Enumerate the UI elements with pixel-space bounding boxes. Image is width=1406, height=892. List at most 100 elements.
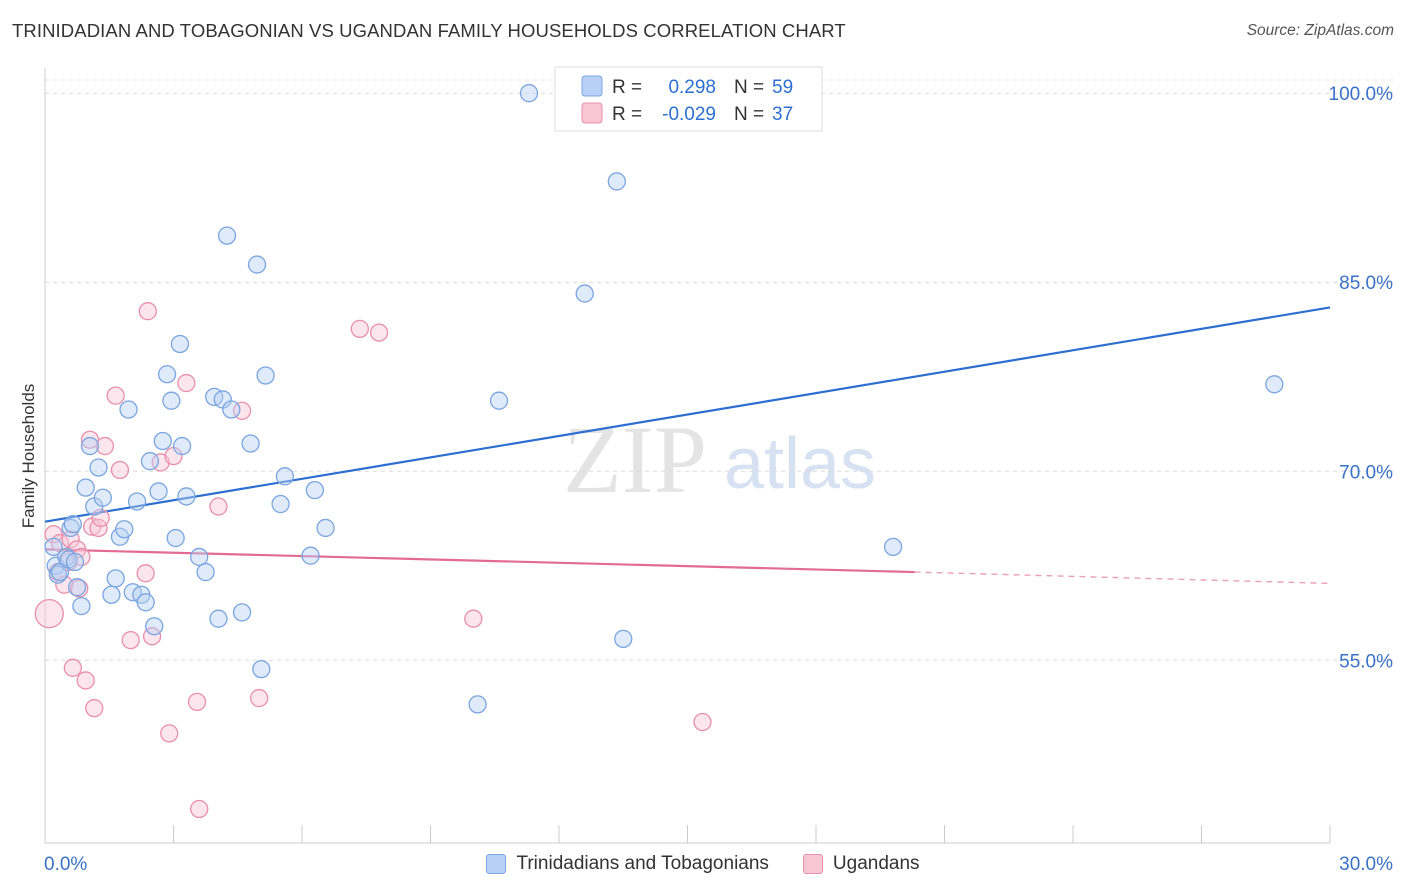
point-trinidadians bbox=[316, 518, 335, 538]
point-trinidadians bbox=[67, 578, 87, 597]
axes bbox=[44, 68, 1331, 844]
point-trinidadians bbox=[65, 552, 85, 572]
y-tick-label: 55.0% bbox=[1339, 651, 1393, 672]
point-trinidadians bbox=[196, 562, 215, 582]
point-trinidadians bbox=[93, 488, 112, 507]
point-trinidadians bbox=[63, 515, 82, 534]
point-trinidadians bbox=[136, 593, 155, 612]
point-trinidadians bbox=[190, 547, 209, 567]
watermark-zip: ZIP bbox=[563, 406, 707, 513]
point-trinidadians bbox=[140, 452, 160, 471]
point-ugandans bbox=[369, 323, 389, 342]
stats-r-label-1: R = bbox=[612, 77, 642, 98]
stats-r-label-2: R = bbox=[612, 104, 642, 125]
point-trinidadians bbox=[883, 537, 903, 557]
point-trinidadians bbox=[1265, 375, 1284, 394]
point-trinidadians bbox=[119, 400, 138, 419]
point-ugandans bbox=[693, 712, 712, 732]
stats-n-label-2: N = bbox=[734, 104, 764, 125]
point-ugandans bbox=[464, 609, 483, 628]
point-trinidadians bbox=[50, 562, 70, 582]
point-ugandans bbox=[160, 724, 179, 743]
legend-swatch-blue bbox=[486, 854, 507, 874]
point-ugandans bbox=[350, 319, 369, 339]
point-trinidadians bbox=[232, 603, 252, 622]
point-trinidadians bbox=[305, 481, 325, 500]
point-trinidadians bbox=[153, 431, 172, 451]
point-trinidadians bbox=[256, 366, 275, 385]
trend-lines bbox=[44, 306, 1331, 585]
point-ugandans bbox=[187, 692, 207, 712]
point-trinidadians bbox=[162, 391, 181, 410]
stats-n-value-1: 59 bbox=[772, 77, 793, 98]
y-axis-label: Family Households bbox=[19, 384, 38, 529]
point-trinidadians bbox=[106, 569, 125, 588]
point-trinidadians bbox=[48, 565, 67, 584]
legend-swatch-pink bbox=[802, 854, 823, 874]
point-trinidadians bbox=[102, 585, 121, 604]
point-trinidadians bbox=[519, 84, 539, 103]
y-tick-label: 70.0% bbox=[1339, 462, 1393, 483]
chart-title: TRINIDADIAN AND TOBAGONIAN VS UGANDAN FA… bbox=[12, 20, 846, 41]
point-trinidadians bbox=[149, 482, 168, 501]
point-ugandans bbox=[95, 436, 115, 456]
point-trinidadians bbox=[145, 617, 164, 636]
stats-r-value-2: -0.029 bbox=[662, 104, 716, 125]
trend-line-ugandans bbox=[44, 548, 915, 574]
point-trinidadians bbox=[489, 391, 509, 410]
tick-labels: 55.0% 70.0% 85.0% 100.0% 0.0% 30.0% bbox=[44, 84, 1393, 875]
point-trinidadians bbox=[89, 458, 108, 477]
point-trinidadians bbox=[217, 226, 237, 245]
trend-line-trinidadians bbox=[44, 306, 1331, 523]
point-trinidadians bbox=[275, 467, 295, 486]
gridlines bbox=[45, 79, 1395, 661]
point-trinidadians bbox=[575, 284, 594, 303]
point-trinidadians bbox=[468, 695, 487, 714]
point-ugandans bbox=[138, 302, 157, 321]
x-tick-label: 0.0% bbox=[44, 854, 87, 875]
point-trinidadians bbox=[44, 537, 63, 557]
point-trinidadians bbox=[127, 492, 147, 511]
stats-legend: R = 0.298 N = 59 R = -0.029 N = 37 bbox=[554, 66, 823, 132]
point-ugandans bbox=[85, 699, 104, 718]
trend-line-ugandans-extrapolated bbox=[914, 571, 1331, 585]
legend-label-trinidadians: Trinidadians and Tobagonians bbox=[516, 853, 769, 874]
legend-label-ugandans: Ugandans bbox=[832, 853, 920, 874]
point-trinidadians bbox=[80, 436, 100, 456]
chart-legend: Trinidadians and Tobagonians Ugandans bbox=[0, 850, 1406, 878]
point-ugandans bbox=[136, 564, 155, 583]
point-ugandans bbox=[63, 658, 82, 677]
point-trinidadians bbox=[115, 520, 134, 539]
point-trinidadians bbox=[72, 596, 91, 616]
y-tick-label: 85.0% bbox=[1339, 273, 1393, 294]
point-ugandans bbox=[209, 497, 228, 516]
point-trinidadians bbox=[241, 434, 260, 453]
watermark: ZIP atlas bbox=[563, 406, 876, 513]
x-tick-label: 30.0% bbox=[1339, 854, 1393, 875]
point-trinidadians bbox=[222, 400, 241, 419]
stats-swatch-pink bbox=[581, 102, 603, 124]
point-trinidadians bbox=[252, 659, 271, 679]
watermark-atlas: atlas bbox=[724, 424, 876, 504]
point-ugandans bbox=[177, 373, 196, 393]
y-tick-label: 100.0% bbox=[1329, 84, 1394, 105]
point-ugandans bbox=[110, 460, 130, 480]
point-trinidadians bbox=[614, 629, 633, 649]
point-ugandans bbox=[76, 671, 95, 690]
legend-item-ugandans: Ugandans bbox=[802, 853, 920, 875]
point-ugandans bbox=[106, 386, 125, 405]
source-label: Source: ZipAtlas.com bbox=[1246, 22, 1394, 39]
stats-n-value-2: 37 bbox=[772, 104, 793, 125]
stats-swatch-blue bbox=[581, 75, 603, 97]
point-trinidadians bbox=[247, 255, 267, 274]
stats-r-value-1: 0.298 bbox=[668, 77, 716, 98]
point-ugandans bbox=[121, 630, 140, 650]
point-trinidadians bbox=[57, 547, 76, 567]
point-trinidadians bbox=[157, 365, 177, 384]
point-trinidadians bbox=[607, 172, 626, 191]
point-trinidadians bbox=[170, 334, 190, 354]
point-ugandans bbox=[190, 799, 209, 819]
stats-n-label-1: N = bbox=[734, 77, 764, 98]
point-trinidadians bbox=[76, 478, 95, 497]
